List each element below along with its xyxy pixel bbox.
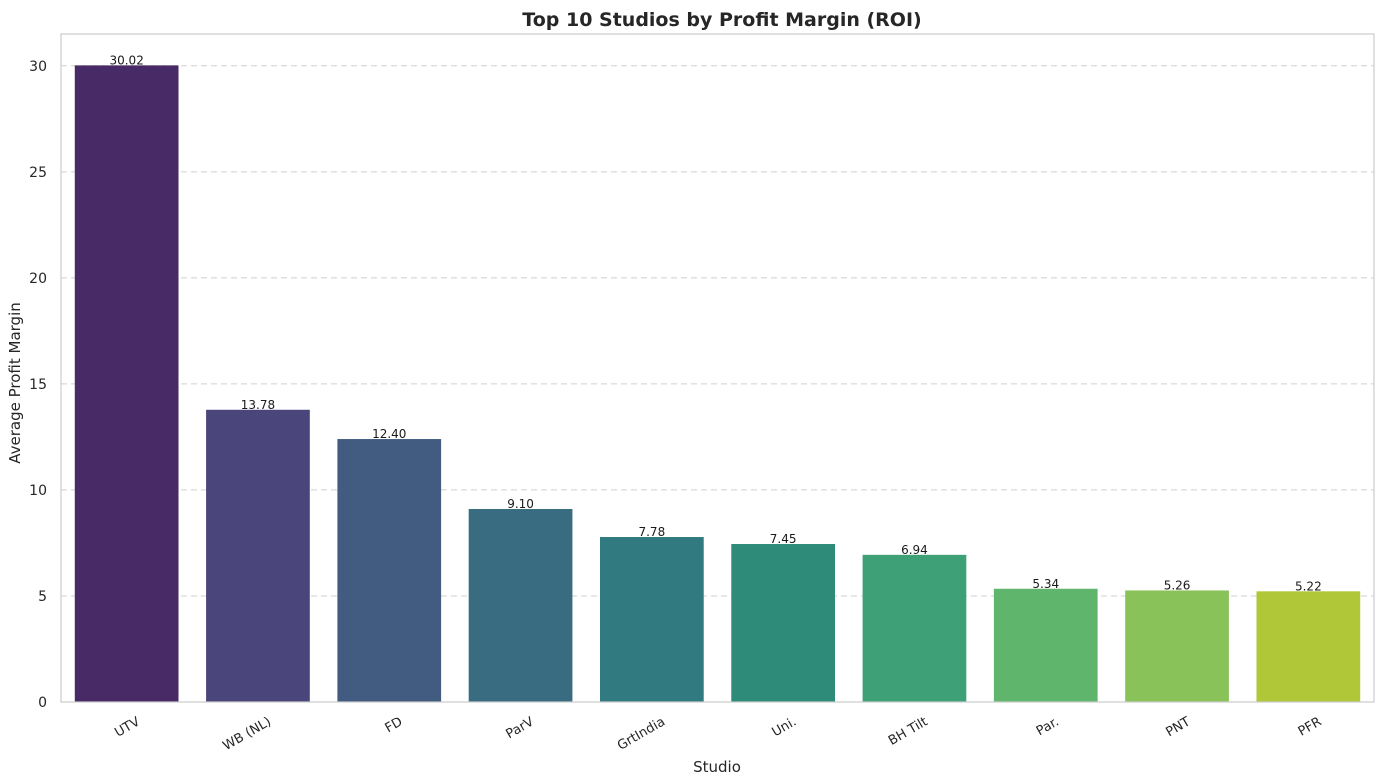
bars	[74, 65, 1361, 703]
data-label: 9.10	[507, 497, 534, 511]
y-tick-label: 25	[29, 165, 47, 181]
y-axis-label: Average Profit Margin	[6, 302, 24, 464]
plot-frame	[60, 33, 1375, 703]
bar	[468, 509, 573, 702]
data-label: 13.78	[241, 398, 275, 412]
x-axis-ticks: UTV WB (NL) FD ParV GrtIndia Uni. BH Tilt Par. P…	[112, 714, 1324, 754]
x-axis-label: Studio	[693, 758, 741, 776]
bar	[862, 554, 967, 702]
x-tick-label: Uni.	[770, 714, 800, 740]
x-tick-label: PNT	[1163, 714, 1193, 740]
bar	[1256, 591, 1361, 702]
x-tick-label: GrtIndia	[615, 714, 668, 753]
y-tick-label: 20	[29, 271, 47, 287]
y-axis-ticks: 0 5 10 15 20 25 30	[29, 59, 47, 711]
y-tick-label: 0	[38, 695, 47, 711]
data-label: 5.26	[1164, 578, 1191, 592]
bar	[206, 409, 310, 702]
chart-title: Top 10 Studios by Profit Margin (ROI)	[522, 9, 921, 31]
bar	[599, 537, 704, 702]
y-tick-label: 10	[29, 483, 47, 499]
x-tick-label: ParV	[504, 714, 537, 742]
y-tick-label: 15	[29, 377, 47, 393]
x-tick-label: WB (NL)	[221, 714, 274, 753]
bar	[731, 544, 836, 702]
bar	[337, 439, 442, 702]
x-tick-label: FD	[383, 714, 406, 736]
bar	[993, 588, 1098, 702]
bar	[74, 65, 179, 703]
y-tick-label: 30	[29, 59, 47, 75]
x-tick-label: UTV	[112, 714, 142, 740]
data-label: 7.78	[638, 525, 665, 539]
data-label: 7.45	[770, 532, 797, 546]
data-label: 5.34	[1032, 577, 1059, 591]
x-tick-label: Par.	[1034, 714, 1062, 739]
x-tick-label: PFR	[1296, 714, 1325, 739]
data-label: 12.40	[372, 427, 406, 441]
data-label: 5.22	[1295, 579, 1322, 593]
y-tick-label: 5	[38, 589, 47, 605]
bar	[1125, 590, 1229, 702]
data-label: 6.94	[901, 543, 928, 557]
data-labels: 30.02 13.78 12.40 9.10 7.78 7.45 6.94 5.34 5.26 5…	[109, 53, 1321, 593]
data-label: 30.02	[109, 53, 143, 67]
x-tick-label: BH Tilt	[886, 714, 930, 748]
